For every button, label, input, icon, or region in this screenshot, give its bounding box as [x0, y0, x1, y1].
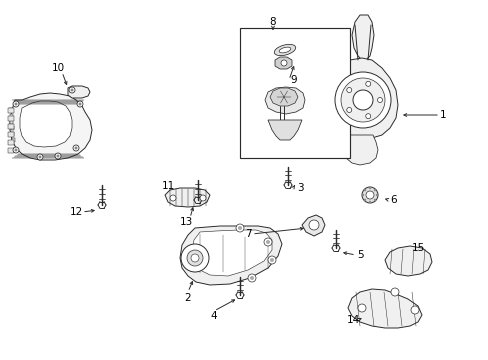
Circle shape [361, 194, 364, 196]
Circle shape [264, 238, 271, 246]
Circle shape [363, 189, 366, 191]
Polygon shape [10, 120, 13, 124]
Polygon shape [10, 126, 14, 130]
Circle shape [15, 103, 18, 105]
Circle shape [375, 194, 377, 196]
Text: 10: 10 [51, 63, 64, 73]
Text: 8: 8 [269, 17, 276, 27]
Circle shape [357, 304, 365, 312]
Polygon shape [274, 57, 291, 69]
Polygon shape [9, 114, 13, 118]
Circle shape [346, 108, 351, 112]
Circle shape [373, 199, 375, 201]
Polygon shape [8, 108, 14, 113]
Polygon shape [269, 88, 297, 106]
Polygon shape [9, 108, 12, 112]
Polygon shape [267, 120, 302, 140]
Text: 2: 2 [184, 293, 191, 303]
Polygon shape [327, 58, 397, 138]
Circle shape [308, 220, 318, 230]
Circle shape [181, 244, 208, 272]
Polygon shape [12, 138, 15, 142]
Circle shape [236, 224, 244, 232]
Ellipse shape [274, 44, 295, 55]
Text: 7: 7 [244, 229, 251, 239]
Circle shape [77, 101, 83, 107]
Polygon shape [8, 148, 14, 153]
Circle shape [267, 256, 275, 264]
Text: 13: 13 [179, 217, 192, 227]
Text: 3: 3 [296, 183, 303, 193]
Circle shape [55, 153, 61, 159]
Polygon shape [11, 132, 14, 136]
Polygon shape [351, 15, 373, 60]
Circle shape [37, 154, 43, 160]
Circle shape [57, 154, 60, 158]
Polygon shape [347, 289, 421, 328]
Circle shape [410, 306, 418, 314]
Ellipse shape [279, 47, 290, 53]
Circle shape [340, 78, 384, 122]
Circle shape [247, 274, 256, 282]
Polygon shape [10, 93, 92, 160]
Circle shape [365, 81, 370, 86]
Polygon shape [264, 87, 305, 114]
Circle shape [346, 87, 351, 93]
Circle shape [368, 201, 370, 203]
Text: 5: 5 [356, 250, 363, 260]
Polygon shape [8, 124, 14, 129]
Circle shape [238, 226, 242, 230]
Circle shape [281, 60, 286, 66]
Circle shape [390, 288, 398, 296]
Polygon shape [302, 215, 325, 236]
Text: 4: 4 [210, 311, 217, 321]
Text: 11: 11 [161, 181, 174, 191]
Circle shape [15, 149, 18, 152]
Circle shape [352, 90, 372, 110]
Text: 14: 14 [346, 315, 359, 325]
Circle shape [191, 254, 199, 262]
Circle shape [70, 89, 73, 91]
Bar [240, 28, 349, 158]
Polygon shape [164, 188, 209, 207]
Polygon shape [8, 140, 14, 145]
Circle shape [73, 145, 79, 151]
Circle shape [363, 199, 366, 201]
Polygon shape [8, 116, 14, 121]
Circle shape [368, 187, 370, 189]
Text: 12: 12 [69, 207, 82, 217]
Circle shape [200, 195, 205, 201]
Circle shape [13, 101, 19, 107]
Text: 6: 6 [390, 195, 397, 205]
Polygon shape [20, 101, 72, 147]
Circle shape [361, 187, 377, 203]
Circle shape [269, 258, 273, 262]
Text: 1: 1 [439, 110, 446, 120]
Circle shape [365, 114, 370, 119]
Text: 15: 15 [410, 243, 424, 253]
Circle shape [265, 240, 269, 244]
Polygon shape [8, 132, 14, 137]
Circle shape [186, 250, 203, 266]
Polygon shape [68, 86, 90, 98]
Circle shape [334, 72, 390, 128]
Circle shape [249, 276, 253, 280]
Polygon shape [180, 226, 282, 285]
Polygon shape [343, 135, 377, 165]
Circle shape [373, 189, 375, 191]
Polygon shape [384, 246, 431, 276]
Circle shape [69, 87, 75, 93]
Text: 9: 9 [290, 75, 297, 85]
Circle shape [13, 147, 19, 153]
Circle shape [74, 147, 77, 149]
Circle shape [365, 191, 373, 199]
Circle shape [170, 195, 176, 201]
Polygon shape [192, 230, 271, 276]
Circle shape [79, 103, 81, 105]
Circle shape [39, 156, 41, 158]
Circle shape [377, 98, 382, 103]
